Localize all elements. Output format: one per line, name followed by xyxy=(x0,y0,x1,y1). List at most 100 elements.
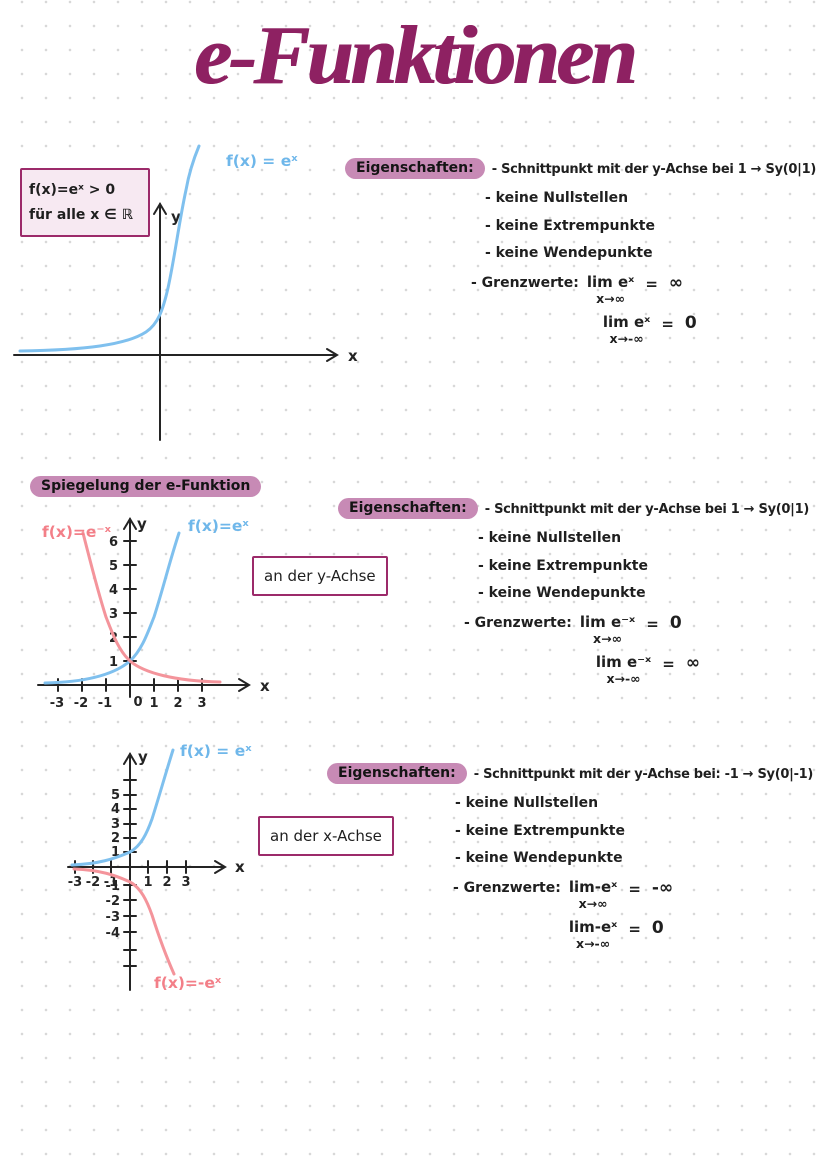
graph-exp: y x f(x) = eˣ xyxy=(13,144,358,441)
equals-sign: = xyxy=(661,314,674,333)
svg-text:1: 1 xyxy=(111,845,120,860)
section-heading: Spiegelung der e-Funktion xyxy=(30,476,262,497)
limit-expression: lim eˣ xyxy=(586,272,635,291)
limit-subscript: x→∞ xyxy=(593,630,622,646)
y-axis-label: y xyxy=(137,515,147,533)
x-axis-arrow-icon xyxy=(214,860,227,874)
y-axis-arrow-icon xyxy=(153,202,167,215)
x-tick-labels: -3 -2 -1 0 1 2 3 xyxy=(50,695,207,711)
mirror-axis-box: an der y-Achse xyxy=(252,556,388,596)
equals-sign: = xyxy=(645,274,658,293)
y-axis-label: y xyxy=(138,748,148,766)
limit-row: lim e⁻ˣ x→-∞ = ∞ xyxy=(596,653,700,686)
svg-text:-2: -2 xyxy=(106,894,120,909)
limits-label: - Grenzwerte: xyxy=(471,274,579,291)
curve-exp-label: f(x) = eˣ xyxy=(226,152,298,170)
graph-mirror-x: y x 5 4 3 2 1 -1 -2 -3 -4 xyxy=(67,742,252,992)
property-intercept: - Schnittpunkt mit der y-Achse bei 1 → S… xyxy=(484,502,810,517)
property-item: - keine Extrempunkte xyxy=(485,217,655,234)
svg-text:1: 1 xyxy=(149,696,158,711)
eigenschaften-highlight: Eigenschaften: xyxy=(338,498,478,519)
svg-text:-2: -2 xyxy=(74,696,88,711)
graph-mirror-y: y x 6 5 4 3 2 1 -3 -2 - xyxy=(37,515,270,711)
x-axis-arrow-icon xyxy=(238,678,251,692)
y-axis-arrow-icon xyxy=(123,517,137,530)
svg-text:-1: -1 xyxy=(98,696,112,711)
limit-row: lim-eˣ x→-∞ = 0 xyxy=(569,918,673,951)
curve-exp-neg-x xyxy=(81,531,222,684)
limit-row: lim eˣ x→-∞ = 0 xyxy=(603,313,697,346)
limit-value: 0 xyxy=(669,612,682,633)
y-tick-labels: 6 5 4 3 2 1 xyxy=(109,535,118,670)
y-axis-label: y xyxy=(171,208,181,226)
limits-label: - Grenzwerte: xyxy=(453,879,561,896)
limit-expression: lim-eˣ xyxy=(568,877,618,896)
svg-text:2: 2 xyxy=(162,875,171,890)
curve-neg-exp-label: f(x)=-eˣ xyxy=(154,974,222,992)
property-item: - keine Extrempunkte xyxy=(478,557,648,574)
formula-box: f(x)=eˣ > 0 für alle x ∈ ℝ xyxy=(20,168,150,237)
limit-value: -∞ xyxy=(651,877,674,898)
limit-expression: lim e⁻ˣ xyxy=(579,612,636,631)
y-axis-arrow-icon xyxy=(123,752,137,765)
limit-row: lim eˣ x→∞ = ∞ xyxy=(587,273,697,306)
equals-sign: = xyxy=(628,919,641,938)
property-item: - keine Extrempunkte xyxy=(455,822,625,839)
svg-text:-4: -4 xyxy=(106,926,120,941)
curve-exp-neg-x-label: f(x)=e⁻ˣ xyxy=(42,523,112,541)
limit-subscript: x→-∞ xyxy=(576,935,611,951)
curve-exp-label: f(x) = eˣ xyxy=(180,742,252,760)
property-item: - keine Wendepunkte xyxy=(478,585,646,601)
y-tick-labels: 5 4 3 2 1 -1 -2 -3 -4 xyxy=(106,788,120,941)
page-title: e-Funktionen xyxy=(193,9,637,102)
svg-text:2: 2 xyxy=(111,831,120,846)
limit-value: ∞ xyxy=(668,272,684,293)
property-item: - keine Nullstellen xyxy=(478,530,622,546)
mirror-axis-box: an der x-Achse xyxy=(258,816,394,856)
svg-text:-3: -3 xyxy=(50,696,64,711)
svg-text:5: 5 xyxy=(109,559,118,574)
equals-sign: = xyxy=(628,879,641,898)
curve-exp xyxy=(18,144,201,353)
svg-text:-2: -2 xyxy=(86,875,100,890)
svg-text:4: 4 xyxy=(109,583,118,598)
svg-text:4: 4 xyxy=(111,802,120,817)
svg-text:2: 2 xyxy=(173,696,182,711)
x-axis-label: x xyxy=(260,677,270,695)
property-item: - keine Nullstellen xyxy=(485,190,629,206)
property-intercept: - Schnittpunkt mit der y-Achse bei: -1 →… xyxy=(473,767,814,782)
formula-line-2: für alle x ∈ ℝ xyxy=(29,206,133,223)
limit-value: 0 xyxy=(651,917,664,938)
svg-text:5: 5 xyxy=(111,788,120,803)
limit-value: 0 xyxy=(684,312,697,333)
limit-expression: lim-eˣ xyxy=(568,917,618,936)
x-axis-arrow-icon xyxy=(326,348,339,362)
svg-text:1: 1 xyxy=(109,655,118,670)
property-intercept: - Schnittpunkt mit der y-Achse bei 1 → S… xyxy=(491,162,817,177)
svg-text:3: 3 xyxy=(197,696,206,711)
equals-sign: = xyxy=(662,654,675,673)
limit-subscript: x→-∞ xyxy=(606,670,641,686)
limit-row: lim-eˣ x→∞ = -∞ xyxy=(569,878,673,911)
limit-subscript: x→∞ xyxy=(596,290,626,306)
limit-subscript: x→∞ xyxy=(578,895,608,911)
eigenschaften-highlight: Eigenschaften: xyxy=(345,158,485,179)
svg-text:-1: -1 xyxy=(104,875,118,890)
svg-text:-3: -3 xyxy=(106,910,120,925)
properties-block-2: Eigenschaften: - Schnittpunkt mit der y-… xyxy=(338,498,828,686)
svg-text:0: 0 xyxy=(133,695,142,710)
formula-line-1: f(x)=eˣ > 0 xyxy=(29,182,116,198)
svg-text:-3: -3 xyxy=(68,875,82,890)
x-axis-label: x xyxy=(348,347,358,365)
limit-value: ∞ xyxy=(685,652,700,673)
mirror-axis-text: an der y-Achse xyxy=(264,567,376,585)
svg-text:1: 1 xyxy=(143,875,152,890)
svg-text:3: 3 xyxy=(109,607,118,622)
equals-sign: = xyxy=(646,614,659,633)
property-item: - keine Nullstellen xyxy=(455,795,599,811)
svg-text:3: 3 xyxy=(181,875,190,890)
curve-neg-exp xyxy=(72,867,176,976)
svg-text:6: 6 xyxy=(109,535,118,550)
eigenschaften-highlight: Eigenschaften: xyxy=(327,763,467,784)
svg-text:3: 3 xyxy=(111,817,120,832)
